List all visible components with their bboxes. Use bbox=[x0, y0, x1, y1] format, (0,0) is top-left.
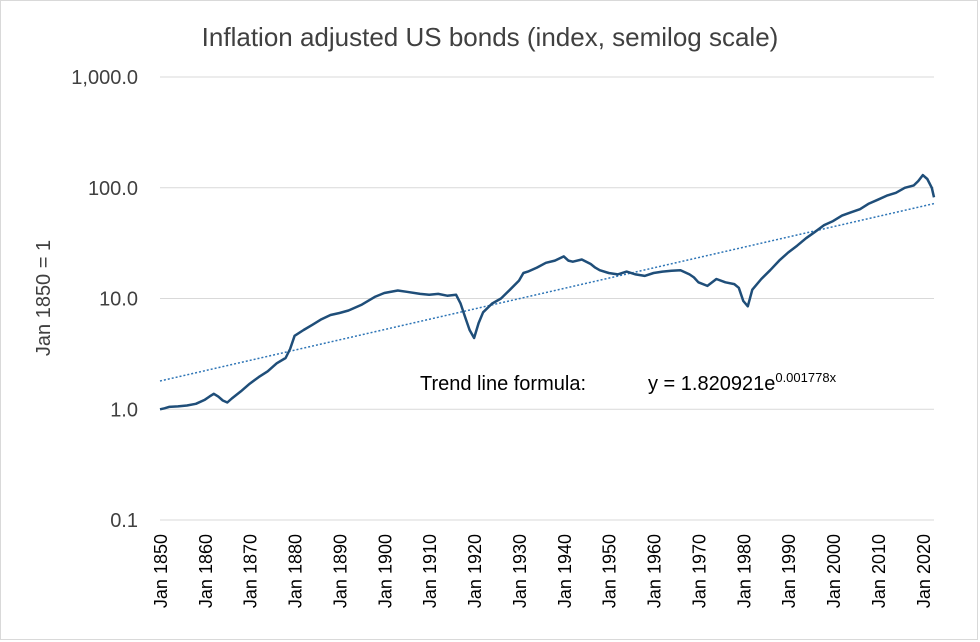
x-tick-label: Jan 2010 bbox=[869, 534, 889, 608]
x-tick-label: Jan 1910 bbox=[420, 534, 440, 608]
trend-formula-base: y = 1.820921e bbox=[648, 373, 775, 395]
trend-formula: y = 1.820921e0.001778x bbox=[648, 370, 837, 395]
x-tick-label: Jan 1930 bbox=[510, 534, 530, 608]
x-tick-labels: Jan 1850 Jan 1860 Jan 1870 Jan 1880 Jan 1890… bbox=[151, 534, 934, 608]
data-line bbox=[159, 173, 936, 411]
x-tick-label: Jan 1880 bbox=[286, 534, 306, 608]
x-tick-label: Jan 1970 bbox=[689, 534, 709, 608]
x-tick-label: Jan 2000 bbox=[824, 534, 844, 608]
chart-title: Inflation adjusted US bonds (index, semi… bbox=[202, 22, 779, 52]
x-tick-label: Jan 1920 bbox=[465, 534, 485, 608]
gridlines bbox=[160, 76, 934, 521]
trend-label: Trend line formula: bbox=[420, 373, 586, 395]
y-tick-labels: 0.1 1.0 10.0 100.0 1,000.0 bbox=[71, 67, 138, 532]
x-tick-label: Jan 1890 bbox=[330, 534, 350, 608]
y-tick-label: 1.0 bbox=[110, 399, 138, 421]
x-tick-label: Jan 1950 bbox=[600, 534, 620, 608]
x-tick-label: Jan 1960 bbox=[645, 534, 665, 608]
x-tick-label: Jan 1940 bbox=[555, 534, 575, 608]
x-tick-label: Jan 1860 bbox=[196, 534, 216, 608]
y-tick-label: 10.0 bbox=[99, 289, 138, 311]
x-tick-label: Jan 1900 bbox=[375, 534, 395, 608]
x-tick-label: Jan 1990 bbox=[779, 534, 799, 608]
x-tick-label: Jan 1850 bbox=[151, 534, 171, 608]
x-tick-label: Jan 2020 bbox=[914, 534, 934, 608]
y-tick-label: 1,000.0 bbox=[71, 67, 138, 89]
x-tick-label: Jan 1870 bbox=[241, 534, 261, 608]
trend-formula-exponent: 0.001778x bbox=[775, 370, 836, 385]
y-tick-label: 100.0 bbox=[88, 178, 138, 200]
y-axis-label: Jan 1850 = 1 bbox=[33, 240, 55, 356]
y-tick-label: 0.1 bbox=[110, 510, 138, 532]
x-tick-label: Jan 1980 bbox=[734, 534, 754, 608]
